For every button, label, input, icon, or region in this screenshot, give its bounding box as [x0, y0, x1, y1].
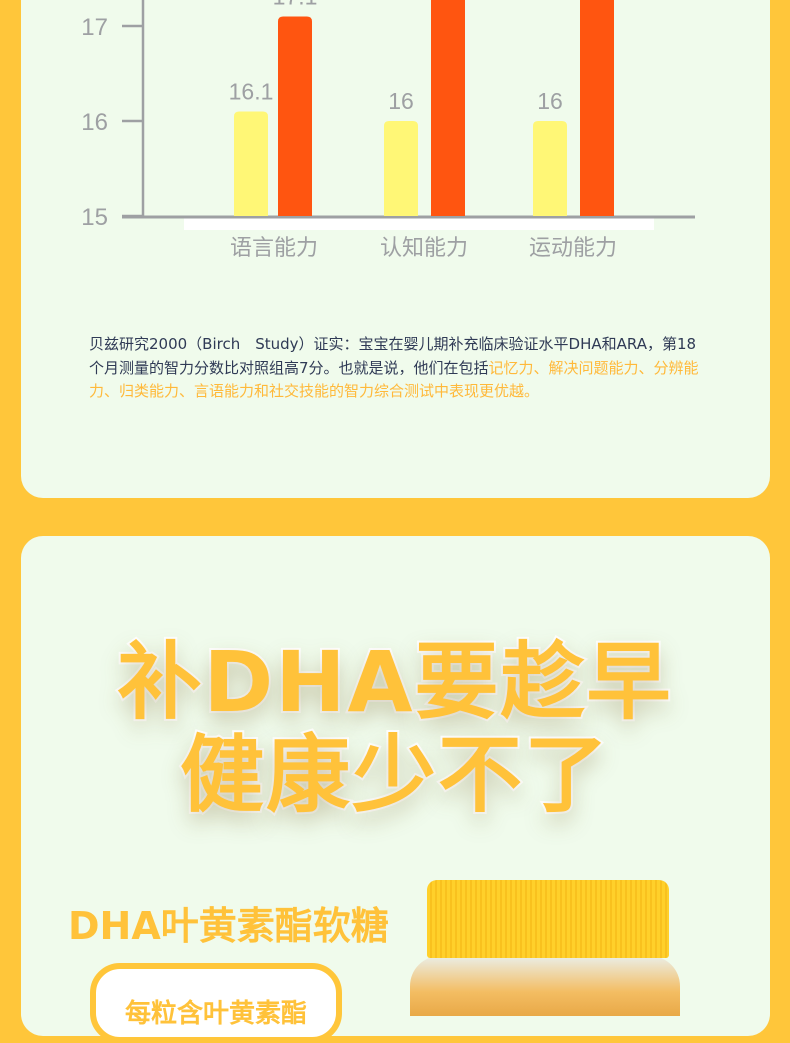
feature-pill-label: 每粒含叶黄素酯	[124, 999, 307, 1029]
category-label: 语言能力	[230, 236, 318, 261]
study-text: 贝兹研究2000（Birch Study）证实：宝宝在婴儿期补充临床验证水平DH…	[89, 335, 697, 377]
y-tick-label: 17	[81, 14, 108, 41]
category-label: 运动能力	[529, 236, 617, 261]
bar	[234, 111, 268, 216]
data-label: 16	[537, 88, 563, 114]
bar-chart: 15 16 17 16.1 17.1 语言能力 16 认知能力 16 运动能力	[81, 0, 695, 261]
axis-strip	[184, 218, 654, 230]
headline-2: 健康少不了	[178, 724, 610, 826]
study-card	[21, 0, 770, 498]
bar	[533, 121, 567, 216]
data-label: 16	[388, 88, 414, 114]
product-name: DHA叶黄素酯软糖	[68, 904, 389, 948]
y-tick-label: 15	[81, 204, 108, 231]
data-label: 16.1	[229, 79, 274, 105]
category-label: 认知能力	[380, 236, 468, 261]
headline-1: 补DHA要趁早	[115, 631, 673, 733]
data-label: 17.1	[273, 0, 318, 10]
bar	[384, 121, 418, 216]
jar-cap	[427, 880, 669, 958]
feature-pill: 每粒含叶黄素酯	[90, 963, 342, 1043]
study-highlight-text: 记忆力、解决问题能力、分辨能力、归类能力、言语能力和社交技能的智力综合测试中表现…	[89, 358, 699, 401]
y-tick-label: 16	[81, 109, 108, 136]
study-description: 贝兹研究2000（Birch Study）证实：宝宝在婴儿期补充临床验证水平DH…	[89, 333, 709, 404]
bar	[580, 0, 614, 216]
product-jar-image	[410, 880, 680, 1016]
jar-glass	[410, 956, 680, 1016]
bar	[431, 0, 465, 216]
bar	[278, 16, 312, 216]
